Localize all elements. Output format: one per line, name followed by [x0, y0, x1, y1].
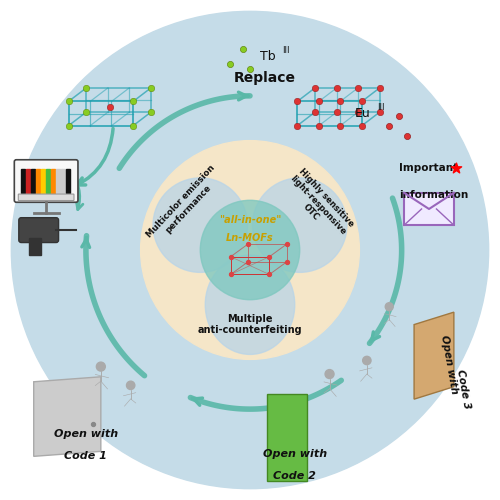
Point — [226, 270, 234, 278]
Point — [358, 122, 366, 130]
Point — [354, 84, 362, 92]
Text: Multiple
anti-counterfeiting: Multiple anti-counterfeiting — [198, 314, 302, 336]
Text: Multicolor emission
performance: Multicolor emission performance — [144, 164, 224, 247]
Point — [332, 84, 340, 92]
Point — [129, 122, 137, 130]
Bar — [51, 169, 54, 193]
Point — [226, 60, 234, 68]
Point — [238, 44, 246, 52]
Circle shape — [140, 140, 360, 360]
Point — [106, 103, 114, 111]
Text: Tb: Tb — [260, 50, 276, 62]
Text: Open with: Open with — [439, 334, 459, 394]
Text: "all-in-one": "all-in-one" — [219, 215, 281, 225]
Ellipse shape — [252, 178, 347, 272]
Point — [64, 98, 72, 106]
Text: Code 3: Code 3 — [456, 368, 472, 410]
Point — [147, 84, 155, 92]
Point — [82, 108, 90, 116]
Point — [311, 108, 319, 116]
FancyBboxPatch shape — [19, 218, 59, 242]
Ellipse shape — [206, 255, 295, 354]
Point — [129, 98, 137, 106]
Point — [266, 252, 274, 260]
Bar — [56, 169, 59, 193]
Point — [336, 122, 344, 130]
Bar — [46, 169, 50, 193]
FancyBboxPatch shape — [14, 160, 78, 202]
Point — [147, 108, 155, 116]
Point — [246, 64, 254, 72]
Bar — [28, 238, 41, 255]
Polygon shape — [414, 312, 454, 399]
Circle shape — [200, 200, 300, 300]
Point — [244, 258, 252, 266]
Point — [376, 108, 384, 116]
Circle shape — [385, 302, 393, 310]
Text: Open with: Open with — [262, 449, 327, 459]
Point — [402, 132, 410, 140]
Text: III: III — [282, 46, 290, 55]
Point — [82, 84, 90, 92]
Bar — [22, 169, 25, 193]
Circle shape — [362, 356, 371, 364]
Point — [332, 108, 340, 116]
Point — [376, 84, 384, 92]
Text: Code 2: Code 2 — [274, 471, 316, 481]
Text: Ln-MOFs: Ln-MOFs — [226, 232, 274, 242]
FancyBboxPatch shape — [404, 193, 454, 225]
Text: information: information — [399, 190, 468, 200]
Text: Important: Important — [399, 163, 458, 173]
Point — [315, 122, 323, 130]
Ellipse shape — [153, 178, 248, 272]
Point — [283, 258, 291, 266]
Point — [354, 108, 362, 116]
Circle shape — [12, 12, 488, 488]
Text: Code 1: Code 1 — [64, 452, 108, 462]
Text: Highly sensitive
light-responsive
OTC: Highly sensitive light-responsive OTC — [281, 166, 355, 244]
Bar — [31, 169, 34, 193]
Point — [244, 240, 252, 248]
FancyBboxPatch shape — [18, 194, 74, 200]
Point — [266, 270, 274, 278]
Bar — [41, 169, 44, 193]
Bar — [66, 169, 70, 193]
Text: Replace: Replace — [234, 72, 296, 86]
Text: Open with: Open with — [54, 429, 118, 439]
Point — [395, 112, 403, 120]
Bar — [26, 169, 30, 193]
Text: III: III — [377, 104, 384, 112]
Point — [311, 84, 319, 92]
Circle shape — [126, 381, 135, 390]
Bar — [61, 169, 64, 193]
Text: Eu: Eu — [354, 107, 370, 120]
Point — [385, 122, 393, 130]
Point — [358, 98, 366, 106]
Point — [336, 98, 344, 106]
Point — [452, 164, 460, 172]
Polygon shape — [34, 377, 101, 456]
Point — [90, 420, 98, 428]
Polygon shape — [268, 394, 307, 481]
Point — [283, 240, 291, 248]
Point — [293, 122, 301, 130]
Circle shape — [96, 362, 106, 371]
Bar — [36, 169, 40, 193]
Point — [64, 122, 72, 130]
Point — [293, 98, 301, 106]
Circle shape — [325, 370, 334, 378]
Point — [226, 252, 234, 260]
Point — [315, 98, 323, 106]
